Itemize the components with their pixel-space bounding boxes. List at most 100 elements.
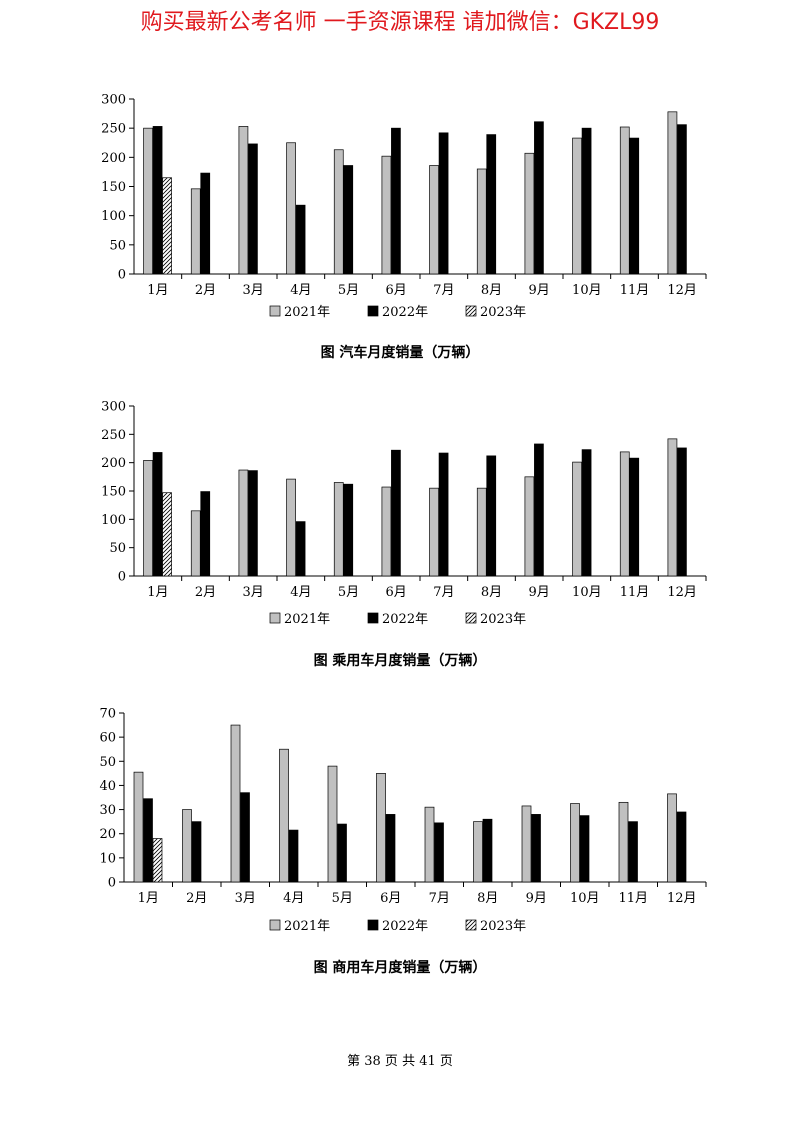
bar-2022-12 xyxy=(677,124,687,275)
y-tick-label: 100 xyxy=(101,513,126,528)
chart-title-auto-sales: 图 汽车月度销量（万辆） xyxy=(320,345,480,361)
y-tick-label: 50 xyxy=(109,238,126,253)
x-tick-label: 12月 xyxy=(667,585,697,600)
bar-2022-9 xyxy=(531,814,541,883)
legend-swatch-2023 xyxy=(465,305,477,317)
legend-label-2021: 2021年 xyxy=(284,612,330,627)
y-tick-label: 10 xyxy=(99,851,116,866)
x-tick-label: 4月 xyxy=(290,283,311,298)
bar-2022-2 xyxy=(191,821,202,883)
bar-2021-5 xyxy=(333,149,344,275)
bar-2022-7 xyxy=(438,452,449,577)
bar-2021-1 xyxy=(143,127,153,275)
x-tick-label: 10月 xyxy=(572,283,602,298)
y-tick-label: 300 xyxy=(101,400,126,415)
promo-banner: 购买最新公考名师 一手资源课程 请加微信：GKZL99 xyxy=(140,10,660,35)
legend-label-2022: 2022年 xyxy=(382,919,428,934)
y-tick-label: 0 xyxy=(118,570,126,585)
bar-2021-9 xyxy=(524,152,535,275)
bar-2021-8 xyxy=(473,821,483,883)
x-tick-label: 12月 xyxy=(667,891,697,906)
x-tick-label: 3月 xyxy=(243,585,264,600)
bar-2022-8 xyxy=(486,134,497,275)
bar-2023-1 xyxy=(152,838,163,883)
x-tick-label: 11月 xyxy=(620,283,650,298)
legend-label-2021: 2021年 xyxy=(284,919,330,934)
y-tick-label: 100 xyxy=(101,209,126,224)
legend-swatch-2022 xyxy=(367,305,379,317)
legend-swatch-2021 xyxy=(269,919,281,931)
bar-2022-7 xyxy=(434,822,444,883)
bar-2021-10 xyxy=(570,803,580,883)
bar-2021-1 xyxy=(133,771,144,883)
x-tick-label: 2月 xyxy=(195,283,216,298)
bar-2023-1 xyxy=(162,492,172,577)
chart-svg: 0 50 100 150 200 250 300 1月 2月 3月 4月 5月 6月 7月 8月 9月 10月 1… xyxy=(101,400,707,627)
legend-swatch-2023 xyxy=(465,919,477,931)
bar-2022-12 xyxy=(677,447,687,577)
bar-2021-7 xyxy=(424,806,435,883)
x-tick-label: 9月 xyxy=(529,283,550,298)
bar-2021-10 xyxy=(572,137,582,275)
y-tick-label: 30 xyxy=(99,803,116,818)
bar-2022-9 xyxy=(534,443,544,577)
bar-2021-6 xyxy=(376,773,386,883)
bar-2022-2 xyxy=(200,172,211,275)
y-tick-label: 50 xyxy=(109,541,126,556)
x-tick-label: 7月 xyxy=(433,283,454,298)
x-tick-label: 12月 xyxy=(667,283,697,298)
bar-2021-3 xyxy=(238,469,249,577)
bar-2021-12 xyxy=(667,438,678,577)
bar-2022-4 xyxy=(295,204,306,275)
x-tick-label: 11月 xyxy=(620,585,650,600)
bar-2022-5 xyxy=(343,165,354,275)
bar-2021-6 xyxy=(381,155,392,275)
legend-label-2022: 2022年 xyxy=(382,612,428,627)
bar-2022-7 xyxy=(438,132,449,275)
bar-2022-11 xyxy=(628,821,638,883)
x-tick-label: 8月 xyxy=(481,283,502,298)
bar-2021-11 xyxy=(619,451,630,577)
legend-label-2022: 2022年 xyxy=(382,305,428,320)
bar-2021-3 xyxy=(238,126,249,275)
x-tick-label: 9月 xyxy=(529,585,550,600)
bar-2022-10 xyxy=(581,127,592,275)
bar-2021-11 xyxy=(619,126,630,275)
bar-2021-4 xyxy=(286,142,296,275)
x-tick-label: 6月 xyxy=(386,585,407,600)
bar-2022-4 xyxy=(288,829,299,883)
chart-title-passenger-car-sales: 图 乘用车月度销量（万辆） xyxy=(313,653,487,669)
y-tick-label: 200 xyxy=(101,151,126,166)
bar-2022-10 xyxy=(581,449,592,577)
bar-2022-11 xyxy=(629,457,640,577)
chart-title-commercial-vehicle-sales: 图 商用车月度销量（万辆） xyxy=(313,960,487,976)
x-tick-label: 7月 xyxy=(429,891,450,906)
bar-2022-8 xyxy=(486,455,497,577)
x-tick-label: 8月 xyxy=(481,585,502,600)
bar-2022-10 xyxy=(579,815,590,883)
bar-2022-12 xyxy=(676,811,687,883)
bar-2022-4 xyxy=(295,521,306,577)
y-tick-label: 40 xyxy=(99,779,116,794)
legend-swatch-2022 xyxy=(367,612,379,624)
x-tick-label: 11月 xyxy=(618,891,648,906)
bar-2022-8 xyxy=(482,818,493,883)
bar-2021-12 xyxy=(667,793,677,883)
bar-2021-4 xyxy=(279,748,289,883)
bar-2021-9 xyxy=(524,476,535,577)
bar-2021-8 xyxy=(476,168,487,275)
bar-2022-2 xyxy=(200,491,211,577)
x-tick-label: 4月 xyxy=(290,585,311,600)
x-tick-label: 2月 xyxy=(186,891,207,906)
bar-2022-6 xyxy=(385,814,396,883)
y-tick-label: 0 xyxy=(108,876,116,891)
bar-2021-8 xyxy=(476,487,487,577)
chart-commercial-vehicle-sales: 0 10 20 30 40 50 60 70 1月 2月 3月 4月 5月 6月 7月 8月 9月 10月 11月 1… xyxy=(0,700,800,950)
bar-2021-7 xyxy=(429,165,439,275)
y-tick-label: 300 xyxy=(101,93,126,108)
bar-2021-12 xyxy=(667,111,678,275)
bar-2022-3 xyxy=(248,470,258,577)
legend-swatch-2021 xyxy=(269,305,281,317)
bar-2022-3 xyxy=(248,143,258,275)
bar-2021-4 xyxy=(286,478,296,577)
